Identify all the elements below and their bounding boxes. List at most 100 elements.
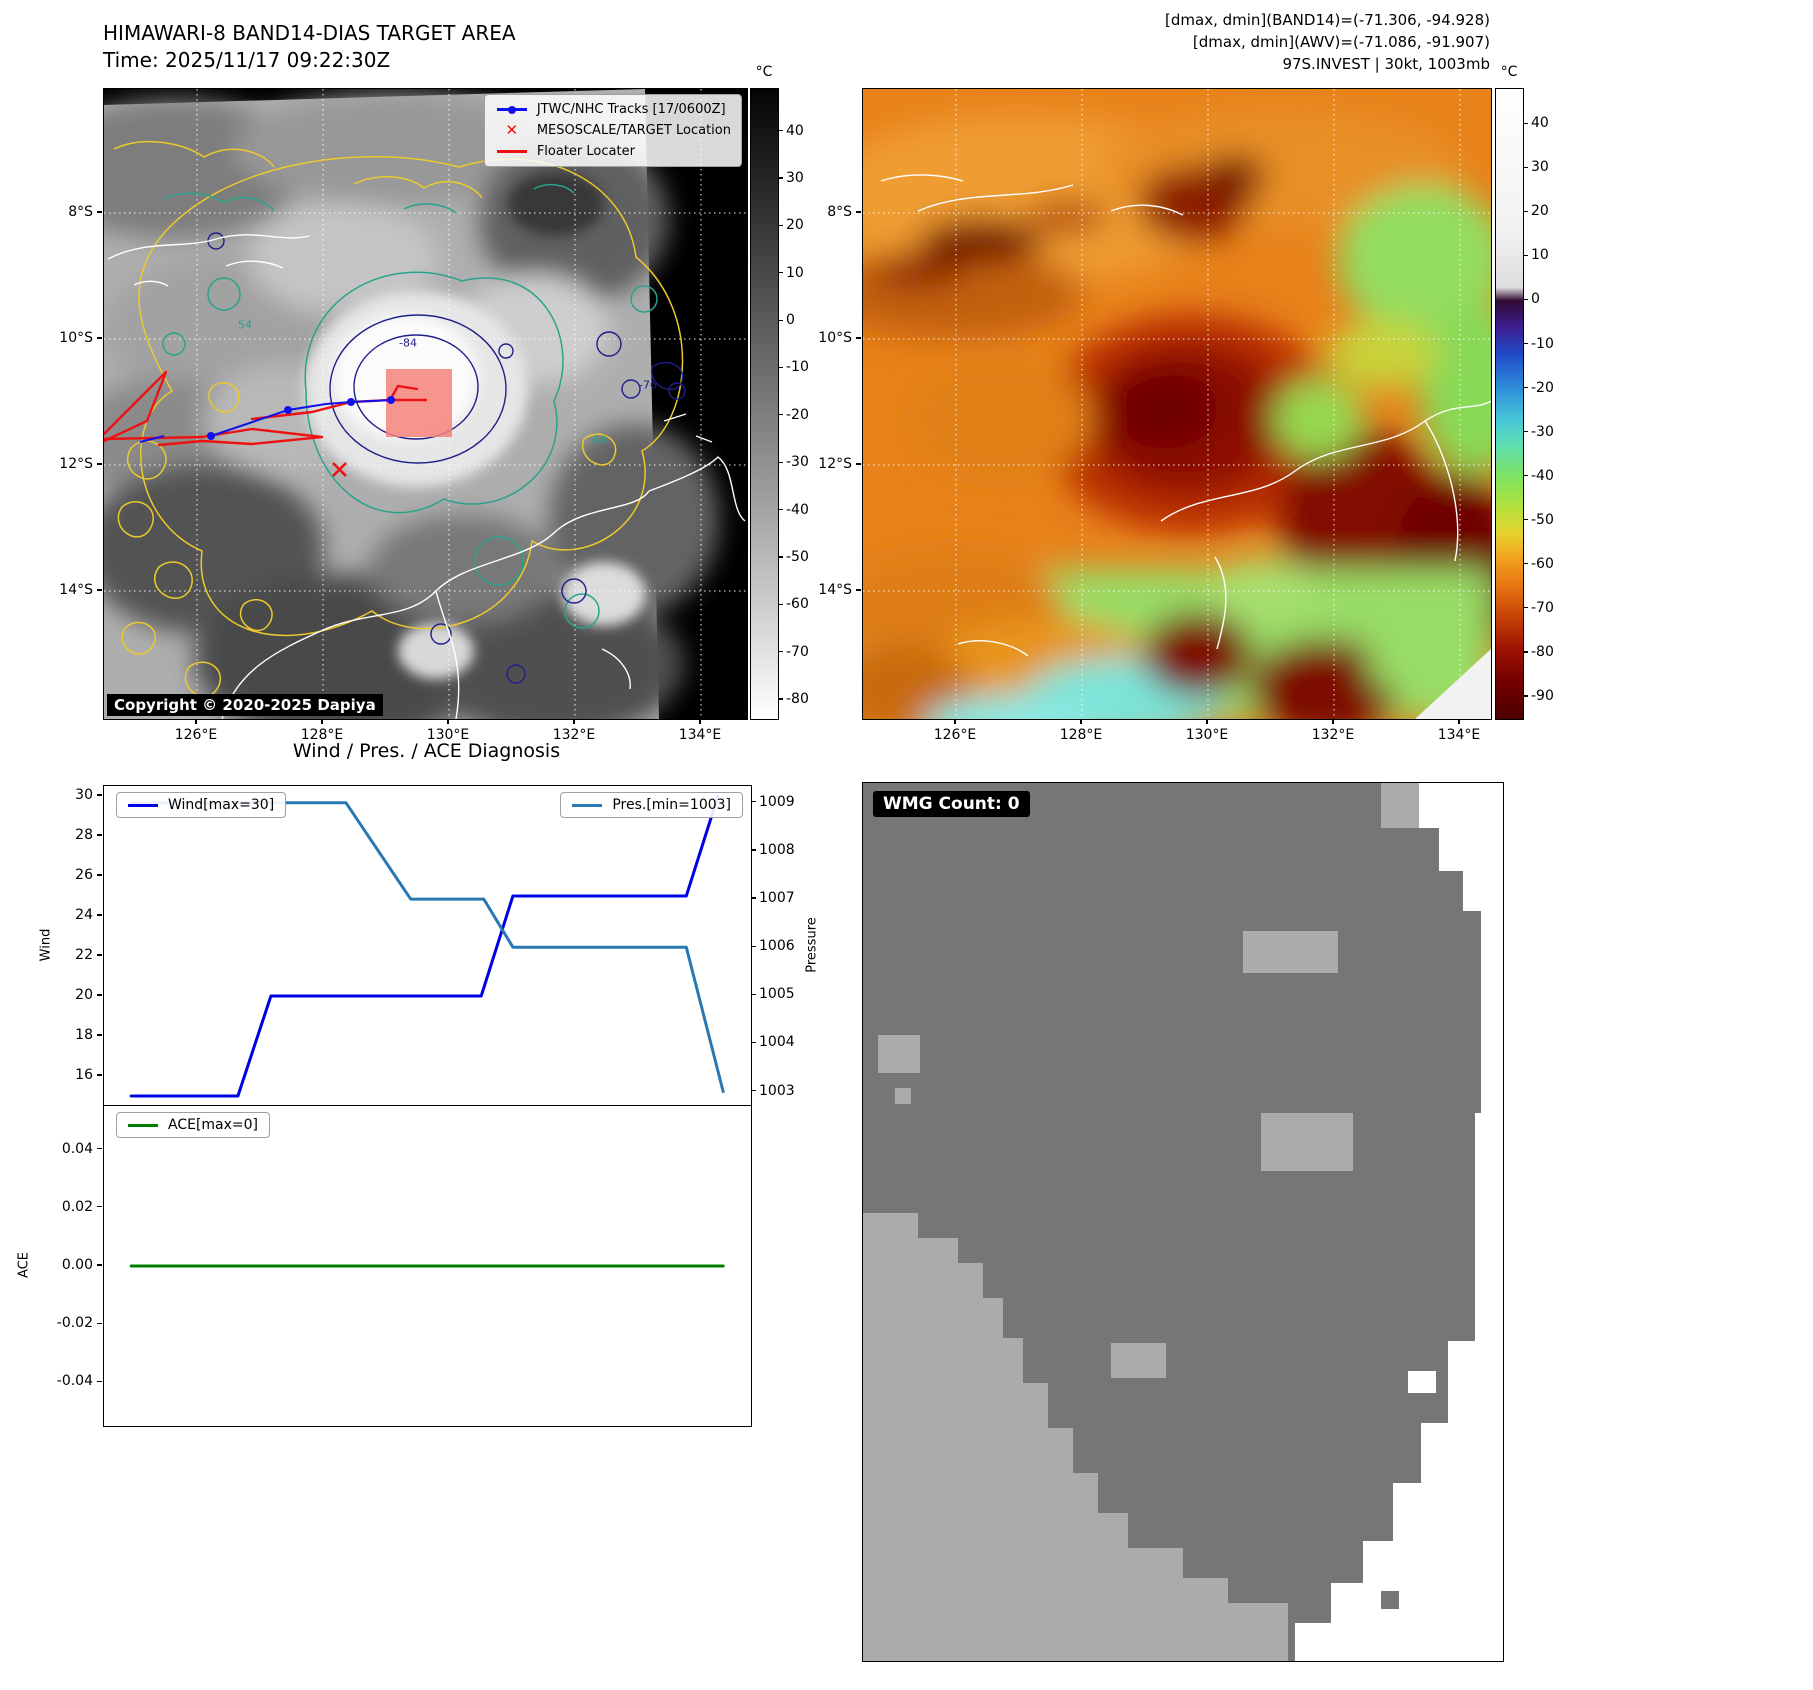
copyright-badge: Copyright © 2020-2025 Dapiya	[107, 694, 383, 716]
awv-colorbar	[1495, 88, 1524, 720]
tick-label: -50	[1531, 511, 1554, 528]
legend-label: JTWC/NHC Tracks [17/0600Z]	[536, 102, 726, 117]
tick-mark	[1458, 719, 1460, 724]
tick-label: 1008	[759, 841, 795, 858]
tick-label: 0.04	[61, 1140, 93, 1157]
tick-mark	[1523, 431, 1528, 433]
tick-label: 30	[75, 787, 93, 803]
tick-label: 8°S	[68, 204, 93, 220]
awv-ir-image	[863, 89, 1491, 719]
tick-mark	[856, 589, 861, 591]
tick-mark	[195, 719, 197, 724]
tick-mark	[97, 794, 102, 796]
tick-mark	[778, 177, 783, 179]
tick-mark	[1523, 210, 1528, 212]
tick-mark	[97, 874, 102, 876]
tick-label: 10°S	[59, 330, 93, 346]
tick-label: 126°E	[933, 727, 977, 743]
storm-status: 97S.INVEST | 30kt, 1003mb	[1282, 54, 1490, 73]
tick-mark	[97, 994, 102, 996]
tick-label: 130°E	[1185, 727, 1229, 743]
red-line-marker	[495, 145, 529, 159]
tick-mark	[1523, 695, 1528, 697]
tick-label: 28	[75, 827, 93, 843]
wind-y-axis-label: Wind	[38, 928, 54, 962]
tick-mark	[1523, 563, 1528, 565]
tick-mark	[97, 954, 102, 956]
tick-label: 12°S	[818, 456, 852, 472]
tick-label: -80	[786, 691, 809, 708]
band14-colorbar	[750, 88, 779, 720]
ace-line-swatch	[128, 1123, 158, 1127]
tick-mark	[778, 698, 783, 700]
band14-title-block: HIMAWARI-8 BAND14-DIAS TARGET AREA Time:…	[103, 20, 516, 74]
tick-label: 1007	[759, 890, 795, 907]
wmg-land-light	[863, 783, 1419, 1661]
wind-legend: Wind[max=30]	[116, 792, 287, 818]
tick-mark	[751, 897, 756, 899]
tick-mark	[447, 719, 449, 724]
awv-header-block: [dmax, dmin](BAND14)=(-71.306, -94.928) …	[1165, 10, 1490, 75]
tick-label: 20	[786, 217, 804, 234]
tick-label: -30	[786, 454, 809, 471]
tick-label: 130°E	[426, 727, 470, 743]
contour-label: -84	[399, 336, 417, 350]
tick-mark	[778, 272, 783, 274]
tick-label: 8°S	[827, 204, 852, 220]
tick-mark	[751, 849, 756, 851]
diagnosis-title: Wind / Pres. / ACE Diagnosis	[292, 740, 561, 762]
tick-mark	[97, 1264, 102, 1266]
tick-mark	[97, 834, 102, 836]
tick-label: -90	[1531, 687, 1554, 704]
tick-label: 24	[75, 907, 93, 923]
tick-mark	[778, 130, 783, 132]
wmg-map-panel: WMG Count: 0	[862, 782, 1504, 1662]
tick-label: -0.02	[56, 1315, 93, 1332]
dmax-dmin-band14: [dmax, dmin](BAND14)=(-71.306, -94.928)	[1165, 11, 1490, 29]
tick-label: -60	[1531, 555, 1554, 572]
band14-title: HIMAWARI-8 BAND14-DIAS TARGET AREA	[103, 21, 516, 45]
tick-label: -20	[1531, 379, 1554, 396]
awv-map-panel	[862, 88, 1492, 720]
band14-colorbar-unit: °C	[755, 64, 773, 80]
tick-mark	[1523, 298, 1528, 301]
wmg-count-badge: WMG Count: 0	[873, 791, 1030, 817]
tick-mark	[751, 1089, 756, 1092]
contour-label: 64	[593, 433, 607, 447]
tick-mark	[856, 337, 861, 339]
tick-label: -30	[1531, 423, 1554, 440]
mesoscale-target-area-box	[386, 369, 452, 437]
tick-mark	[778, 508, 783, 511]
tick-label: 16	[75, 1067, 93, 1083]
tick-label: 1005	[759, 986, 795, 1003]
tick-label: 1009	[759, 793, 795, 810]
tick-label: 126°E	[174, 727, 218, 743]
tick-mark	[1523, 166, 1528, 168]
tick-mark	[778, 556, 783, 558]
tick-label: -50	[786, 548, 809, 565]
ace-chart-panel: ACE[max=0]	[103, 1105, 752, 1427]
band14-time: Time: 2025/11/17 09:22:30Z	[103, 48, 391, 72]
tick-mark	[97, 1206, 102, 1208]
wind-line-swatch	[128, 803, 158, 807]
tick-label: 12°S	[59, 456, 93, 472]
tick-label: 128°E	[1059, 727, 1103, 743]
tick-mark	[1332, 719, 1334, 724]
tick-mark	[97, 1148, 102, 1150]
tick-mark	[699, 719, 701, 724]
tick-label: 10	[1531, 247, 1549, 264]
contour-label: 54	[238, 318, 252, 332]
tick-label: -70	[1531, 599, 1554, 616]
pressure-line-swatch	[572, 803, 603, 807]
series-line-Wind[max=30]	[129, 794, 720, 1098]
tick-mark	[778, 651, 783, 653]
wmg-map-image	[863, 783, 1503, 1661]
tick-mark	[778, 414, 783, 416]
blue-line-dot-marker	[495, 103, 529, 117]
tick-label: 10°S	[818, 330, 852, 346]
ace-y-axis-label: ACE	[16, 1252, 32, 1278]
legend-item-floater-locater: Floater Locater	[495, 144, 731, 159]
tick-label: 1004	[759, 1034, 795, 1051]
tick-label: -70	[786, 643, 809, 660]
tick-label: 0	[786, 312, 795, 329]
